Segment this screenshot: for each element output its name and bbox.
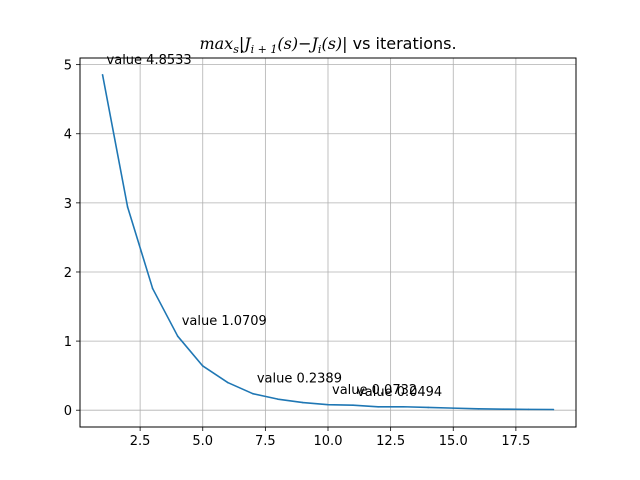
data-point (201, 365, 204, 367)
y-tick-label: 1 (64, 335, 72, 350)
y-tick-label: 5 (64, 59, 72, 74)
data-point (502, 408, 505, 410)
grid (80, 58, 576, 427)
data-point (402, 405, 404, 408)
data-point (252, 392, 254, 395)
data-point (302, 401, 304, 404)
data-point (327, 403, 329, 406)
data-point (151, 287, 154, 290)
data-point (176, 335, 179, 337)
series-layer (101, 73, 555, 411)
x-tick-label: 10.0 (314, 434, 343, 449)
chart-title: maxs|Ji + 1(s)−Ji(s)| vs iterations. (199, 34, 456, 56)
data-point (277, 398, 279, 400)
data-point (377, 405, 379, 408)
data-point (427, 406, 430, 409)
x-tick-label: 7.5 (255, 434, 276, 449)
data-point (452, 407, 455, 409)
data-point (226, 381, 229, 384)
data-point (527, 408, 530, 411)
value-annotation: value 0.0732 (332, 383, 417, 398)
data-point (477, 408, 480, 410)
y-tick-label: 4 (64, 128, 72, 143)
y-tick-label: 3 (64, 197, 72, 212)
x-tick-label: 5.0 (192, 434, 213, 449)
x-tick-label: 12.5 (376, 434, 405, 449)
plot-frame (79, 57, 577, 428)
x-tick-label: 2.5 (130, 434, 151, 449)
x-tick-label: 17.5 (501, 434, 530, 449)
data-point (552, 408, 555, 411)
data-point (126, 206, 129, 208)
value-annotation: value 0.2389 (257, 372, 342, 387)
value-annotation: value 4.8533 (107, 53, 192, 68)
data-point (352, 404, 354, 406)
ticks-layer: 2.5 5.0 7.5 10.0 12.5 15.0 17.5 0 1 2 3 4 5 (64, 59, 531, 449)
x-tick-label: 15.0 (439, 434, 468, 449)
value-annotation: value 0.0494 (357, 385, 442, 400)
data-point (101, 73, 104, 76)
y-tick-label: 0 (64, 404, 72, 419)
value-annotation: value 1.0709 (182, 314, 267, 329)
y-tick-label: 2 (64, 266, 72, 281)
